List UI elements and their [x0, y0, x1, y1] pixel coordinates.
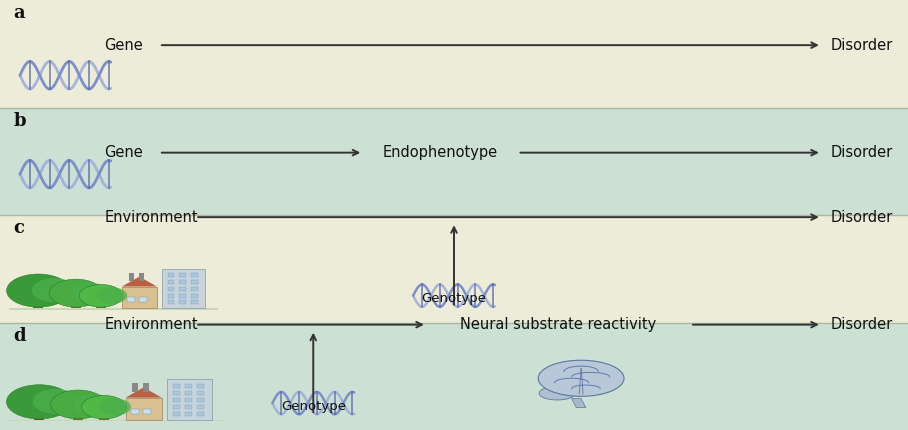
- Bar: [0, 108, 908, 215]
- Bar: [139, 297, 147, 302]
- Bar: [173, 391, 180, 395]
- Polygon shape: [122, 276, 157, 286]
- Ellipse shape: [49, 279, 103, 307]
- Bar: [173, 405, 180, 409]
- Bar: [9, 308, 218, 310]
- Text: Neural substrate reactivity: Neural substrate reactivity: [460, 317, 656, 332]
- Ellipse shape: [71, 283, 108, 303]
- Polygon shape: [572, 399, 586, 408]
- Ellipse shape: [32, 278, 76, 302]
- Text: Disorder: Disorder: [831, 145, 893, 160]
- Bar: [139, 273, 144, 281]
- Bar: [168, 294, 174, 298]
- Bar: [0, 215, 908, 322]
- Bar: [197, 405, 204, 409]
- Bar: [34, 300, 44, 308]
- Text: d: d: [14, 327, 26, 345]
- Bar: [192, 294, 198, 298]
- Text: a: a: [14, 4, 25, 22]
- Bar: [180, 294, 186, 298]
- Bar: [73, 412, 84, 420]
- Bar: [180, 301, 186, 304]
- Bar: [197, 384, 204, 388]
- Ellipse shape: [96, 287, 127, 304]
- Bar: [168, 287, 174, 291]
- Bar: [127, 297, 135, 302]
- Ellipse shape: [538, 360, 624, 396]
- Bar: [173, 384, 180, 388]
- Text: Endophenotype: Endophenotype: [383, 145, 498, 160]
- Bar: [9, 420, 225, 421]
- Bar: [192, 301, 198, 304]
- Bar: [71, 301, 81, 308]
- Bar: [168, 280, 174, 284]
- Bar: [131, 408, 139, 414]
- Bar: [96, 302, 106, 308]
- Bar: [168, 301, 174, 304]
- Bar: [122, 286, 157, 308]
- Text: b: b: [14, 112, 26, 130]
- Bar: [168, 273, 174, 277]
- Text: Disorder: Disorder: [831, 210, 893, 224]
- Ellipse shape: [100, 399, 131, 415]
- Bar: [173, 398, 180, 402]
- Bar: [133, 384, 139, 391]
- Ellipse shape: [6, 385, 72, 419]
- Ellipse shape: [51, 390, 105, 419]
- Bar: [0, 322, 908, 430]
- Bar: [192, 280, 198, 284]
- Bar: [180, 280, 186, 284]
- Bar: [162, 269, 205, 308]
- Ellipse shape: [82, 396, 126, 419]
- Bar: [35, 411, 44, 420]
- Text: Environment: Environment: [104, 317, 198, 332]
- Text: Environment: Environment: [104, 210, 198, 224]
- Bar: [192, 287, 198, 291]
- Bar: [173, 412, 180, 416]
- Text: Gene: Gene: [104, 38, 143, 52]
- Polygon shape: [125, 387, 162, 398]
- Text: Gene: Gene: [104, 145, 143, 160]
- Text: Disorder: Disorder: [831, 317, 893, 332]
- Bar: [99, 414, 109, 420]
- Bar: [143, 384, 149, 391]
- Ellipse shape: [6, 274, 70, 307]
- Bar: [185, 391, 192, 395]
- Bar: [0, 0, 908, 108]
- Text: Genotype: Genotype: [281, 400, 346, 413]
- Ellipse shape: [73, 393, 111, 415]
- Bar: [143, 408, 152, 414]
- Bar: [192, 273, 198, 277]
- Text: Genotype: Genotype: [421, 292, 487, 305]
- Bar: [197, 412, 204, 416]
- Ellipse shape: [33, 389, 79, 414]
- Bar: [197, 398, 204, 402]
- Bar: [180, 287, 186, 291]
- Bar: [180, 273, 186, 277]
- Bar: [185, 384, 192, 388]
- Bar: [185, 405, 192, 409]
- Bar: [197, 391, 204, 395]
- Text: Disorder: Disorder: [831, 38, 893, 52]
- Bar: [129, 273, 134, 281]
- Bar: [185, 398, 192, 402]
- Text: c: c: [14, 219, 25, 237]
- Bar: [125, 398, 162, 420]
- Bar: [185, 412, 192, 416]
- Ellipse shape: [79, 285, 123, 307]
- Bar: [167, 379, 212, 420]
- Ellipse shape: [539, 387, 576, 400]
